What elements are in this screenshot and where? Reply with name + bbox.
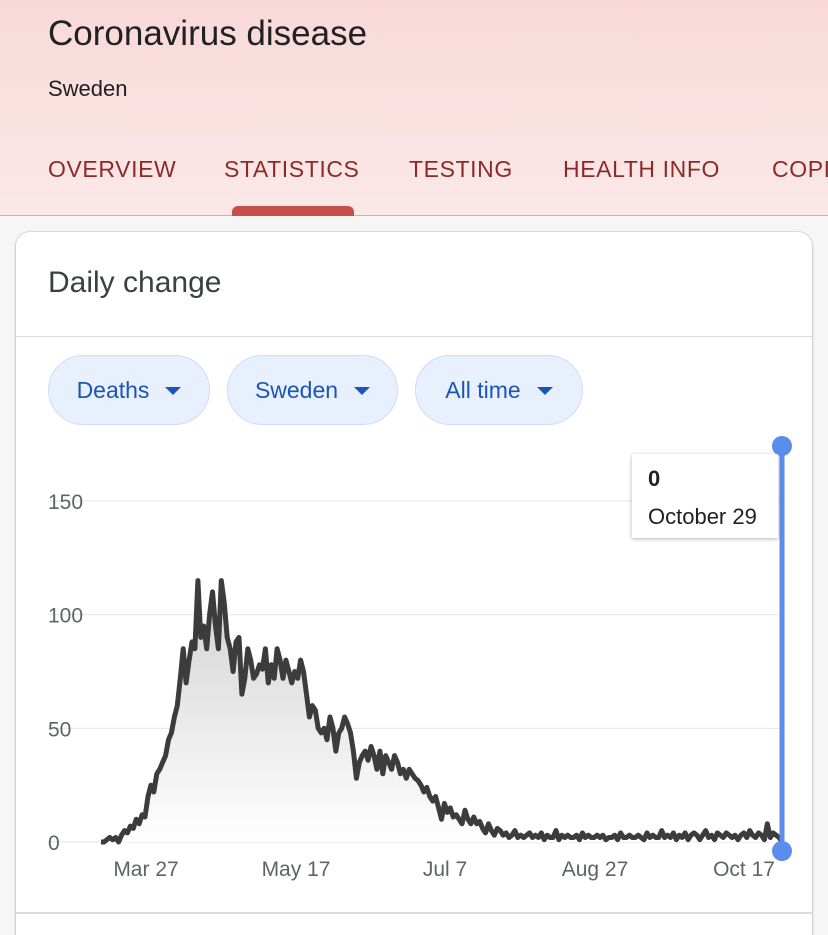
location-filter-label: Sweden <box>254 376 339 403</box>
cursor-point[interactable] <box>772 841 792 861</box>
y-tick-label: 0 <box>48 832 60 855</box>
chevron-down-icon <box>165 387 182 395</box>
tab-testing[interactable]: TESTING <box>409 156 513 182</box>
tab-coping[interactable]: COPING <box>772 156 828 182</box>
data-tooltip: 0 October 29 <box>632 454 778 538</box>
series-area <box>101 580 782 842</box>
card-bottom-divider <box>16 912 812 914</box>
time-range-filter-chip[interactable]: All time <box>415 355 583 425</box>
y-tick-label: 100 <box>48 605 83 628</box>
y-tick-label: 50 <box>48 718 71 741</box>
active-tab-indicator <box>232 206 354 216</box>
chevron-down-icon <box>354 387 371 395</box>
x-tick-label: Aug 27 <box>562 858 629 881</box>
location-subtitle: Sweden <box>48 76 128 101</box>
location-filter-chip[interactable]: Sweden <box>227 355 398 425</box>
metric-filter-chip[interactable]: Deaths <box>48 355 210 425</box>
tab-statistics[interactable]: STATISTICS <box>224 156 360 182</box>
tab-overview[interactable]: OVERVIEW <box>48 156 177 182</box>
chevron-down-icon <box>536 387 553 395</box>
tab-health-info[interactable]: HEALTH INFO <box>563 156 720 182</box>
x-tick-label: Oct 17 <box>713 858 775 881</box>
series-line <box>101 578 785 845</box>
time-range-filter-label: All time <box>445 376 521 403</box>
cursor-top-handle[interactable] <box>772 436 792 456</box>
page-title: Coronavirus disease <box>48 14 368 53</box>
card-title: Daily change <box>48 266 222 299</box>
tooltip-value: 0 <box>648 466 661 491</box>
x-tick-label: May 17 <box>262 858 331 881</box>
x-tick-label: Mar 27 <box>113 858 178 881</box>
header: Coronavirus disease Sweden OVERVIEW STAT… <box>0 0 828 216</box>
card-divider <box>16 336 812 337</box>
tab-bar: OVERVIEW STATISTICS TESTING HEALTH INFO … <box>0 150 828 216</box>
y-tick-label: 150 <box>48 491 83 514</box>
x-tick-label: Jul 7 <box>423 858 467 881</box>
metric-filter-label: Deaths <box>76 376 150 403</box>
tooltip-date: October 29 <box>648 504 757 529</box>
daily-deaths-chart[interactable]: 0 50 100 150 Mar 27 May 17 Jul 7 Aug 27 Oct 17 <box>0 430 828 900</box>
